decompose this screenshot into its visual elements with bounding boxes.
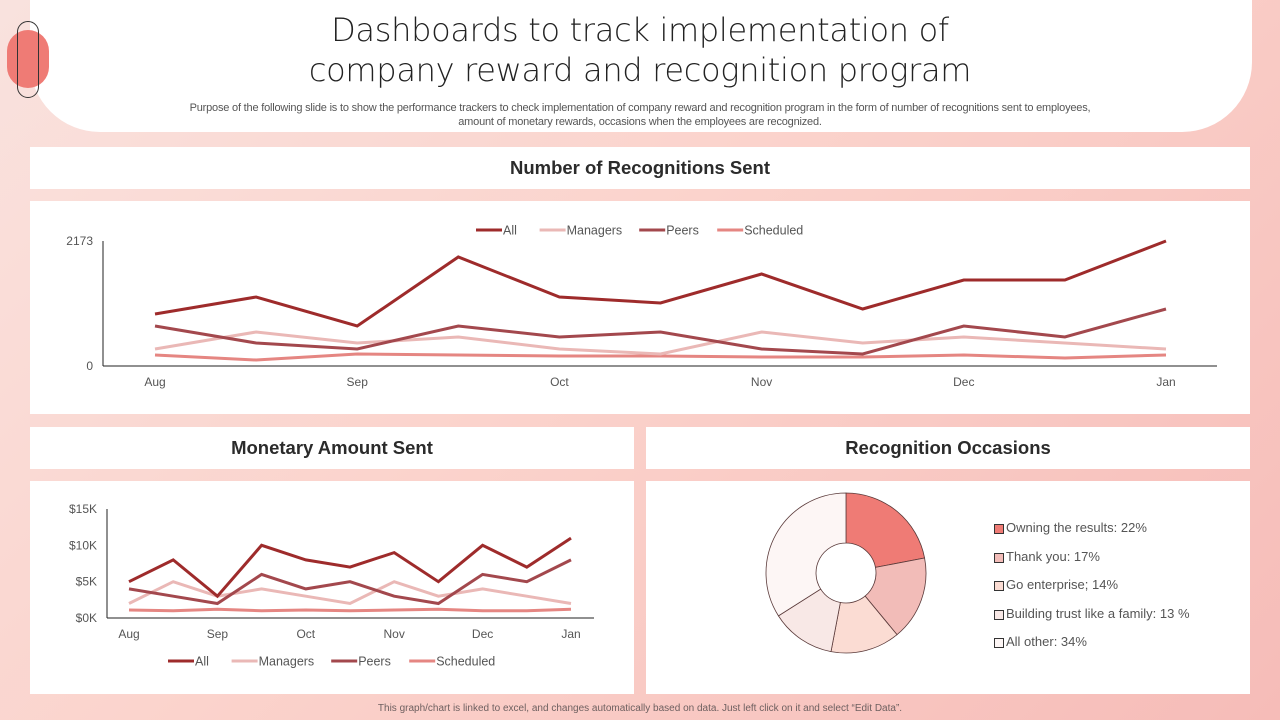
- y-tick-label: 2173: [66, 234, 93, 248]
- monetary-line-chart[interactable]: $0K $5K $10K $15K Aug Sep Oct Nov Dec Jan All Manag…: [30, 481, 634, 694]
- x-tick-label: Jan: [1156, 375, 1175, 389]
- y-tick-label: $5K: [76, 575, 97, 589]
- legend-swatch: [994, 609, 1004, 620]
- x-tick-label: Oct: [296, 627, 315, 641]
- x-tick-label: Jan: [561, 627, 580, 641]
- recognitions-chart-panel[interactable]: 0 2173 Aug Sep Oct Nov Dec Jan All Managers Peers S…: [30, 201, 1250, 414]
- occasions-legend: Owning the results: 22% Thank you: 17% G…: [994, 520, 1190, 663]
- series-line-managers: [154, 330, 1167, 356]
- legend-item-owning[interactable]: Owning the results: 22%: [994, 520, 1190, 549]
- legend-item-building-trust[interactable]: Building trust like a family: 13 %: [994, 606, 1190, 635]
- x-tick-label: Aug: [118, 627, 139, 641]
- page-subtitle: Purpose of the following slide is to sho…: [110, 101, 1170, 129]
- occasions-panel-header: Recognition Occasions: [646, 427, 1250, 469]
- y-tick-label: $15K: [69, 502, 97, 516]
- title-line-2: company reward and recognition program: [308, 51, 972, 89]
- occasions-panel-title: Recognition Occasions: [845, 437, 1051, 458]
- legend-label: All other: 34%: [1006, 634, 1087, 649]
- footer-note: This graph/chart is linked to excel, and…: [377, 703, 903, 714]
- donut-slice-owning-the-results: [845, 492, 926, 568]
- legend-swatch: [994, 552, 1004, 563]
- title-line-1: Dashboards to track implementation of: [331, 11, 949, 49]
- legend-swatch: [994, 524, 1004, 534]
- legend-label-peers: Peers: [358, 655, 391, 669]
- x-tick-label: Nov: [751, 375, 772, 389]
- legend-label: Go enterprise; 14%: [1006, 577, 1119, 592]
- series-line-all: [128, 536, 572, 599]
- recognitions-panel-header: Number of Recognitions Sent: [30, 147, 1250, 189]
- series-line-managers: [128, 580, 572, 606]
- series-line-scheduled: [154, 352, 1167, 362]
- legend-swatch: [994, 581, 1004, 591]
- recognitions-panel-title: Number of Recognitions Sent: [509, 157, 771, 178]
- series-line-scheduled: [128, 607, 572, 613]
- x-tick-label: Sep: [207, 627, 229, 641]
- series-line-peers: [154, 307, 1167, 356]
- x-tick-label: Dec: [953, 375, 974, 389]
- monetary-chart-panel[interactable]: $0K $5K $10K $15K Aug Sep Oct Nov Dec Jan All Manag…: [30, 481, 634, 694]
- x-tick-label: Sep: [347, 375, 369, 389]
- y-tick-label: 0: [86, 359, 93, 373]
- decorative-pill-shape: [7, 30, 49, 88]
- decorative-pill-outline: [17, 21, 39, 98]
- x-tick-label: Oct: [550, 375, 569, 389]
- monetary-panel-title: Monetary Amount Sent: [231, 437, 433, 458]
- series-line-all: [154, 239, 1167, 328]
- subtitle-line-1: Purpose of the following slide is to sho…: [189, 102, 1091, 114]
- x-tick-label: Aug: [144, 375, 165, 389]
- legend-item-go-enterprise[interactable]: Go enterprise; 14%: [994, 577, 1190, 606]
- legend-item-all-other[interactable]: All other: 34%: [994, 634, 1190, 663]
- page-title: Dashboards to track implementation of co…: [0, 10, 1280, 90]
- subtitle-line-2: amount of monetary rewards, occasions wh…: [458, 116, 822, 128]
- legend-label-all: All: [195, 655, 209, 669]
- y-tick-label: $10K: [69, 538, 97, 552]
- legend-label-all: All: [503, 224, 517, 238]
- monetary-panel-header: Monetary Amount Sent: [30, 427, 634, 469]
- legend-label-peers: Peers: [666, 224, 699, 238]
- legend-label: Building trust like a family: 13 %: [1006, 605, 1190, 621]
- legend-label-managers: Managers: [259, 655, 315, 669]
- occasions-chart-panel[interactable]: [646, 481, 1250, 694]
- x-tick-label: Dec: [472, 627, 493, 641]
- legend-swatch: [994, 638, 1004, 648]
- legend-item-thank-you[interactable]: Thank you: 17%: [994, 549, 1190, 578]
- recognitions-line-chart[interactable]: 0 2173 Aug Sep Oct Nov Dec Jan All Managers Peers S…: [30, 201, 1250, 414]
- legend-label-scheduled: Scheduled: [436, 655, 495, 669]
- legend-label-scheduled: Scheduled: [744, 224, 803, 238]
- series-line-peers: [128, 558, 572, 606]
- x-tick-label: Nov: [384, 627, 405, 641]
- donut-slice-all-other: [765, 492, 847, 617]
- legend-label: Owning the results: 22%: [1006, 520, 1147, 535]
- header-card: [30, 0, 1252, 132]
- legend-label-managers: Managers: [567, 224, 623, 238]
- y-tick-label: $0K: [76, 611, 97, 625]
- legend-label: Thank you: 17%: [1006, 548, 1100, 564]
- occasions-donut-chart[interactable]: [646, 481, 1250, 694]
